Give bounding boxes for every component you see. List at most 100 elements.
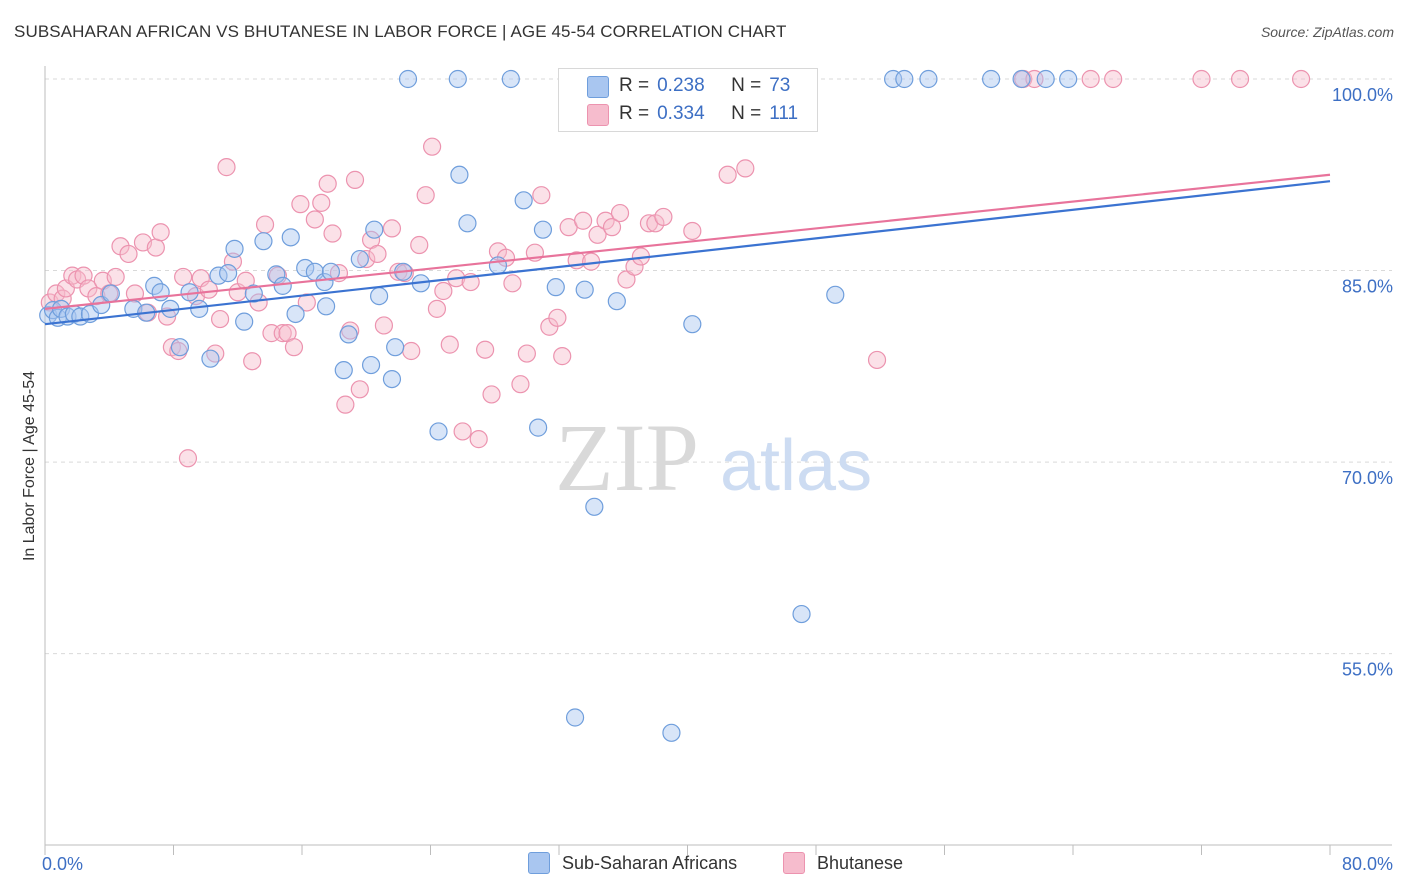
- bhutanese-point: [1291, 69, 1311, 89]
- chart-title: SUBSAHARAN AFRICAN VS BHUTANESE IN LABOR…: [14, 22, 787, 41]
- bhutanese-point: [350, 380, 369, 399]
- legend-item-bhutanese[interactable]: Bhutanese: [783, 852, 903, 874]
- sub-saharan-point: [316, 297, 336, 316]
- x-tick-label-min: 0.0%: [42, 854, 83, 874]
- bhutanese-point: [573, 211, 593, 230]
- x-tick-label-max: 80.0%: [1342, 854, 1393, 874]
- bhutanese-point: [553, 347, 572, 366]
- sub-saharan-point: [273, 276, 292, 295]
- bhutanese-point: [453, 422, 472, 441]
- sub-saharan-point: [281, 228, 300, 247]
- bhutanese-point: [336, 395, 355, 414]
- bhutanese-point: [582, 252, 601, 271]
- sub-saharan-point: [361, 355, 381, 375]
- watermark: ZIP atlas: [555, 404, 872, 511]
- sub-saharan-point: [286, 304, 305, 324]
- sub-saharan-point: [350, 249, 369, 269]
- sub-saharan-point: [546, 278, 565, 297]
- sub-saharan-point: [190, 299, 209, 318]
- y-tick-label: 100.0%: [1332, 85, 1393, 105]
- r-value: 0.334: [657, 103, 705, 124]
- bhutanese-point: [718, 165, 737, 184]
- n-value: 73: [769, 75, 791, 96]
- stats-row-sub-saharan: R = 0.238 N = 73: [587, 73, 790, 99]
- bhutanese-point: [318, 174, 337, 193]
- bhutanese-point: [476, 340, 495, 359]
- sub-saharan-point: [101, 284, 120, 303]
- watermark-atlas: atlas: [720, 426, 872, 506]
- sub-saharan-point: [315, 272, 334, 292]
- bhutanese-point: [178, 449, 198, 468]
- pink-swatch: [783, 852, 805, 874]
- sub-saharan-point: [826, 285, 845, 304]
- bhutanese-point: [305, 210, 324, 229]
- y-tick-label: 85.0%: [1342, 277, 1393, 297]
- sub-saharan-point: [365, 220, 384, 239]
- blue-swatch: [528, 852, 550, 874]
- sub-saharan-trend-line: [44, 180, 1331, 326]
- sub-saharan-point: [219, 264, 238, 283]
- sub-saharan-point: [448, 69, 467, 89]
- bhutanese-point: [291, 195, 310, 214]
- bhutanese-point: [517, 344, 536, 363]
- sub-saharan-point: [895, 69, 914, 89]
- bhutanese-point: [683, 221, 702, 241]
- legend-label-sub-saharan: Sub-Saharan Africans: [562, 852, 738, 873]
- bhutanese-point: [217, 158, 236, 177]
- sub-saharan-point: [1036, 69, 1055, 89]
- legend-label-bhutanese: Bhutanese: [817, 852, 904, 873]
- sub-saharan-point: [267, 265, 286, 284]
- sub-saharan-point: [382, 369, 402, 389]
- sub-saharan-point: [607, 292, 626, 311]
- sub-saharan-point: [398, 69, 418, 89]
- bhutanese-point: [255, 215, 275, 234]
- sub-saharan-point: [170, 338, 190, 357]
- sub-saharan-point: [339, 325, 358, 344]
- sub-saharan-point: [533, 220, 553, 239]
- bhutanese-point: [1230, 69, 1250, 89]
- sub-saharan-point: [488, 256, 508, 275]
- sub-saharan-point: [575, 280, 594, 299]
- sub-saharan-point: [585, 497, 604, 516]
- y-tick-label: 70.0%: [1342, 468, 1393, 488]
- bhutanese-point: [249, 293, 268, 312]
- bhutanese-point: [427, 299, 447, 318]
- bhutanese-point: [1081, 69, 1100, 89]
- bhutanese-point: [423, 137, 442, 156]
- n-label: N =: [731, 75, 762, 96]
- bhutanese-point: [1104, 69, 1123, 89]
- sub-saharan-point: [296, 258, 315, 278]
- bhutanese-point: [312, 193, 331, 212]
- legend-item-sub-saharan[interactable]: Sub-Saharan Africans: [528, 852, 737, 874]
- bhutanese-point: [654, 207, 673, 227]
- bhutanese-point: [284, 338, 304, 357]
- bhutanese-point: [402, 341, 421, 361]
- sub-saharan-point: [565, 708, 585, 727]
- bhutanese-point: [210, 309, 230, 329]
- sub-saharan-point: [981, 69, 1001, 89]
- r-value: 0.238: [657, 75, 705, 96]
- bhutanese-point: [146, 238, 165, 257]
- sub-saharan-point: [1012, 69, 1031, 89]
- sub-saharan-point: [683, 315, 702, 334]
- bhutanese-point: [199, 280, 218, 299]
- bhutanese-point: [548, 308, 567, 327]
- bhutanese-point: [323, 224, 342, 243]
- sub-saharan-point: [514, 191, 533, 210]
- pink-swatch: [587, 104, 609, 126]
- n-value: 111: [769, 103, 799, 124]
- bhutanese-point: [602, 218, 622, 237]
- bhutanese-point: [125, 284, 145, 303]
- sub-saharan-point: [458, 214, 477, 233]
- bhutanese-point: [374, 316, 394, 335]
- bhutanese-point: [1192, 69, 1211, 89]
- r-label: R =: [619, 75, 650, 96]
- blue-swatch: [587, 76, 609, 98]
- bhutanese-point: [532, 186, 551, 205]
- sub-saharan-point: [501, 69, 520, 89]
- bhutanese-point: [382, 219, 402, 238]
- bhutanese-point: [174, 267, 193, 287]
- bhutanese-point: [206, 344, 225, 363]
- bhutanese-point: [736, 159, 755, 178]
